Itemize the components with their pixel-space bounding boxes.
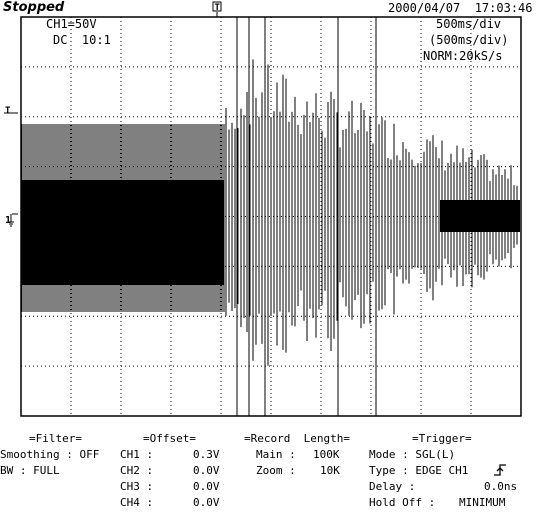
trigger-top-label: T <box>215 3 221 13</box>
trigger-level-marker: T <box>4 106 18 116</box>
smoothing-setting: Smoothing : OFF <box>0 448 100 461</box>
offset-ch3-value: 0.0V <box>193 480 220 493</box>
offset-title: =Offset= <box>143 432 196 445</box>
graticule-grid <box>21 17 521 416</box>
record-zoom-value: 10K <box>320 464 340 477</box>
record-main-label: Main : <box>256 448 296 461</box>
trigger-level-label: T <box>5 106 11 116</box>
trigger-holdoff-label: Hold Off : <box>369 496 436 509</box>
sample-rate: NORM:20kS/s <box>423 49 503 63</box>
record-zoom-label: Zoom : <box>256 464 296 477</box>
offset-ch4-value: 0.0V <box>193 496 220 509</box>
record-length-title: =Record Length= <box>244 432 350 445</box>
ch1-scale: CH1=50V <box>46 17 97 31</box>
date-time: 2000/04/07 17:03:46 <box>388 1 533 15</box>
offset-ch1-value: 0.3V <box>193 448 220 461</box>
ch1-ground-marker: 1 <box>5 213 18 227</box>
acquisition-status: Stopped <box>3 0 65 15</box>
ch1-marker-label: 1 <box>5 215 11 226</box>
rising-edge-icon <box>494 464 506 476</box>
ch1-waveform <box>21 17 520 416</box>
bandwidth-setting: BW : FULL <box>0 464 60 477</box>
trigger-mode: Mode : SGL(L) <box>369 448 456 461</box>
trigger-title: =Trigger= <box>412 432 472 445</box>
trigger-position-marker: T <box>212 1 222 17</box>
filter-title: =Filter= <box>29 432 82 445</box>
timebase-zoom: (500ms/div) <box>429 33 509 47</box>
offset-ch3-label: CH3 : <box>120 480 154 493</box>
trigger-delay-label: Delay : <box>369 480 416 493</box>
waveform-display: T T 1 <box>4 1 522 417</box>
offset-ch2-value: 0.0V <box>193 464 220 477</box>
record-main-value: 100K <box>313 448 340 461</box>
trigger-holdoff-value: MINIMUM <box>459 496 506 509</box>
offset-ch1-label: CH1 : <box>120 448 154 461</box>
timebase-main: 500ms/div <box>436 17 502 31</box>
ch1-coupling: DC 10:1 <box>53 33 111 47</box>
trigger-delay-value: 0.0ns <box>484 480 518 493</box>
offset-ch2-label: CH2 : <box>120 464 154 477</box>
offset-ch4-label: CH4 : <box>120 496 154 509</box>
trigger-type: Type : EDGE CH1 <box>369 464 469 477</box>
